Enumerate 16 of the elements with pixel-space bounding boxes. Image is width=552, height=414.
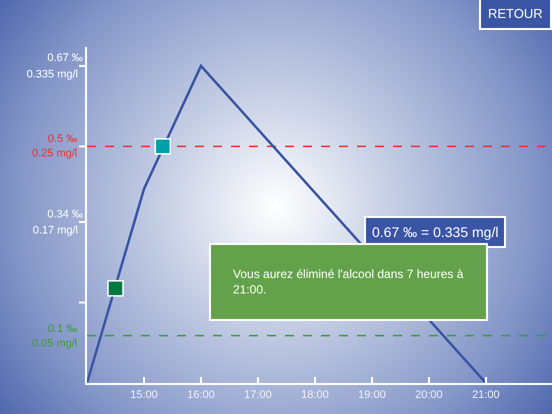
y-tick-label: 0.67 ‰ [47, 52, 83, 64]
y2-tick-label: 0.335 mg/l [26, 68, 78, 80]
annotation: 0.67 ‰ = 0.335 mg/l [372, 224, 498, 240]
x-tick-label: 17:00 [244, 389, 272, 402]
y-tick-label: 0.34 ‰ [47, 208, 83, 220]
ref-line-label: 0.5 ‰ 0.25 mg/l [32, 133, 78, 160]
text: RETOUR [488, 6, 543, 21]
annotation: Vous aurez éliminé l'alcool dans 7 heures à 21:00. [233, 267, 464, 297]
x-tick-label: 21:00 [472, 389, 500, 402]
y2-tick-label: 0.17 mg/l [32, 224, 78, 237]
ref-line-label: 0.1 ‰ 0.05 mg/l [32, 323, 78, 350]
x-tick-label: 19:00 [358, 389, 386, 402]
x-tick-label: 18:00 [301, 389, 329, 402]
x-tick-label: 16:00 [187, 389, 215, 402]
x-tick-label: 20:00 [415, 389, 443, 402]
x-tick-label: 15:00 [130, 389, 158, 402]
